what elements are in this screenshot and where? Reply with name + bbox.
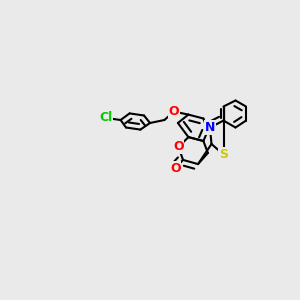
Text: O: O bbox=[173, 140, 184, 154]
Text: N: N bbox=[205, 121, 215, 134]
Text: S: S bbox=[219, 148, 228, 161]
Text: O: O bbox=[169, 105, 179, 118]
Text: Cl: Cl bbox=[99, 111, 112, 124]
Text: O: O bbox=[170, 161, 181, 175]
